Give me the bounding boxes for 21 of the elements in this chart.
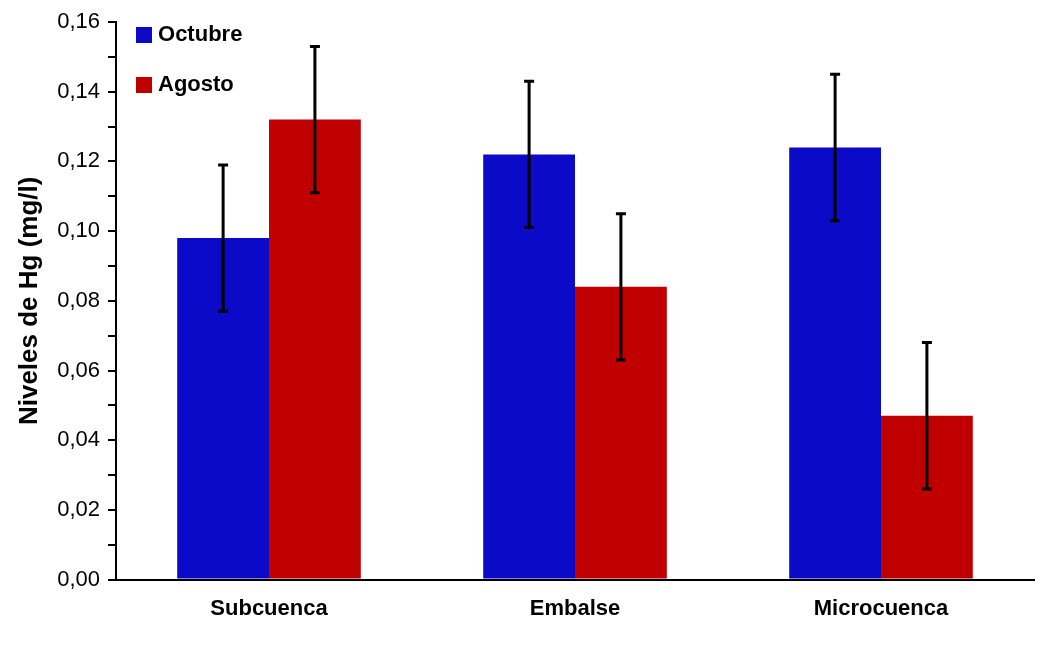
bar	[789, 147, 881, 579]
bar	[177, 238, 270, 579]
legend-label: Octubre	[158, 21, 243, 47]
legend-label: Agosto	[158, 71, 234, 97]
y-tick-label: 0,12	[57, 147, 101, 173]
y-tick-label: 0,14	[57, 77, 101, 103]
y-tick-label: 0,08	[57, 286, 101, 312]
y-tick-label: 0,04	[57, 426, 101, 452]
x-tick-label: Embalse	[529, 594, 621, 620]
bar	[881, 415, 973, 579]
bar	[483, 154, 576, 579]
x-tick-label: Subcuenca	[210, 594, 329, 620]
y-tick-label: 0,00	[57, 565, 101, 591]
y-axis-title: Niveles de Hg (mg/l)	[12, 176, 43, 426]
bar	[269, 119, 361, 579]
y-tick-label: 0,10	[57, 217, 101, 243]
bar	[575, 286, 667, 579]
x-tick-label: Microcuenca	[813, 594, 950, 620]
y-tick-label: 0,06	[57, 356, 101, 382]
y-tick-label: 0,16	[57, 8, 101, 34]
y-tick-label: 0,02	[57, 495, 101, 521]
